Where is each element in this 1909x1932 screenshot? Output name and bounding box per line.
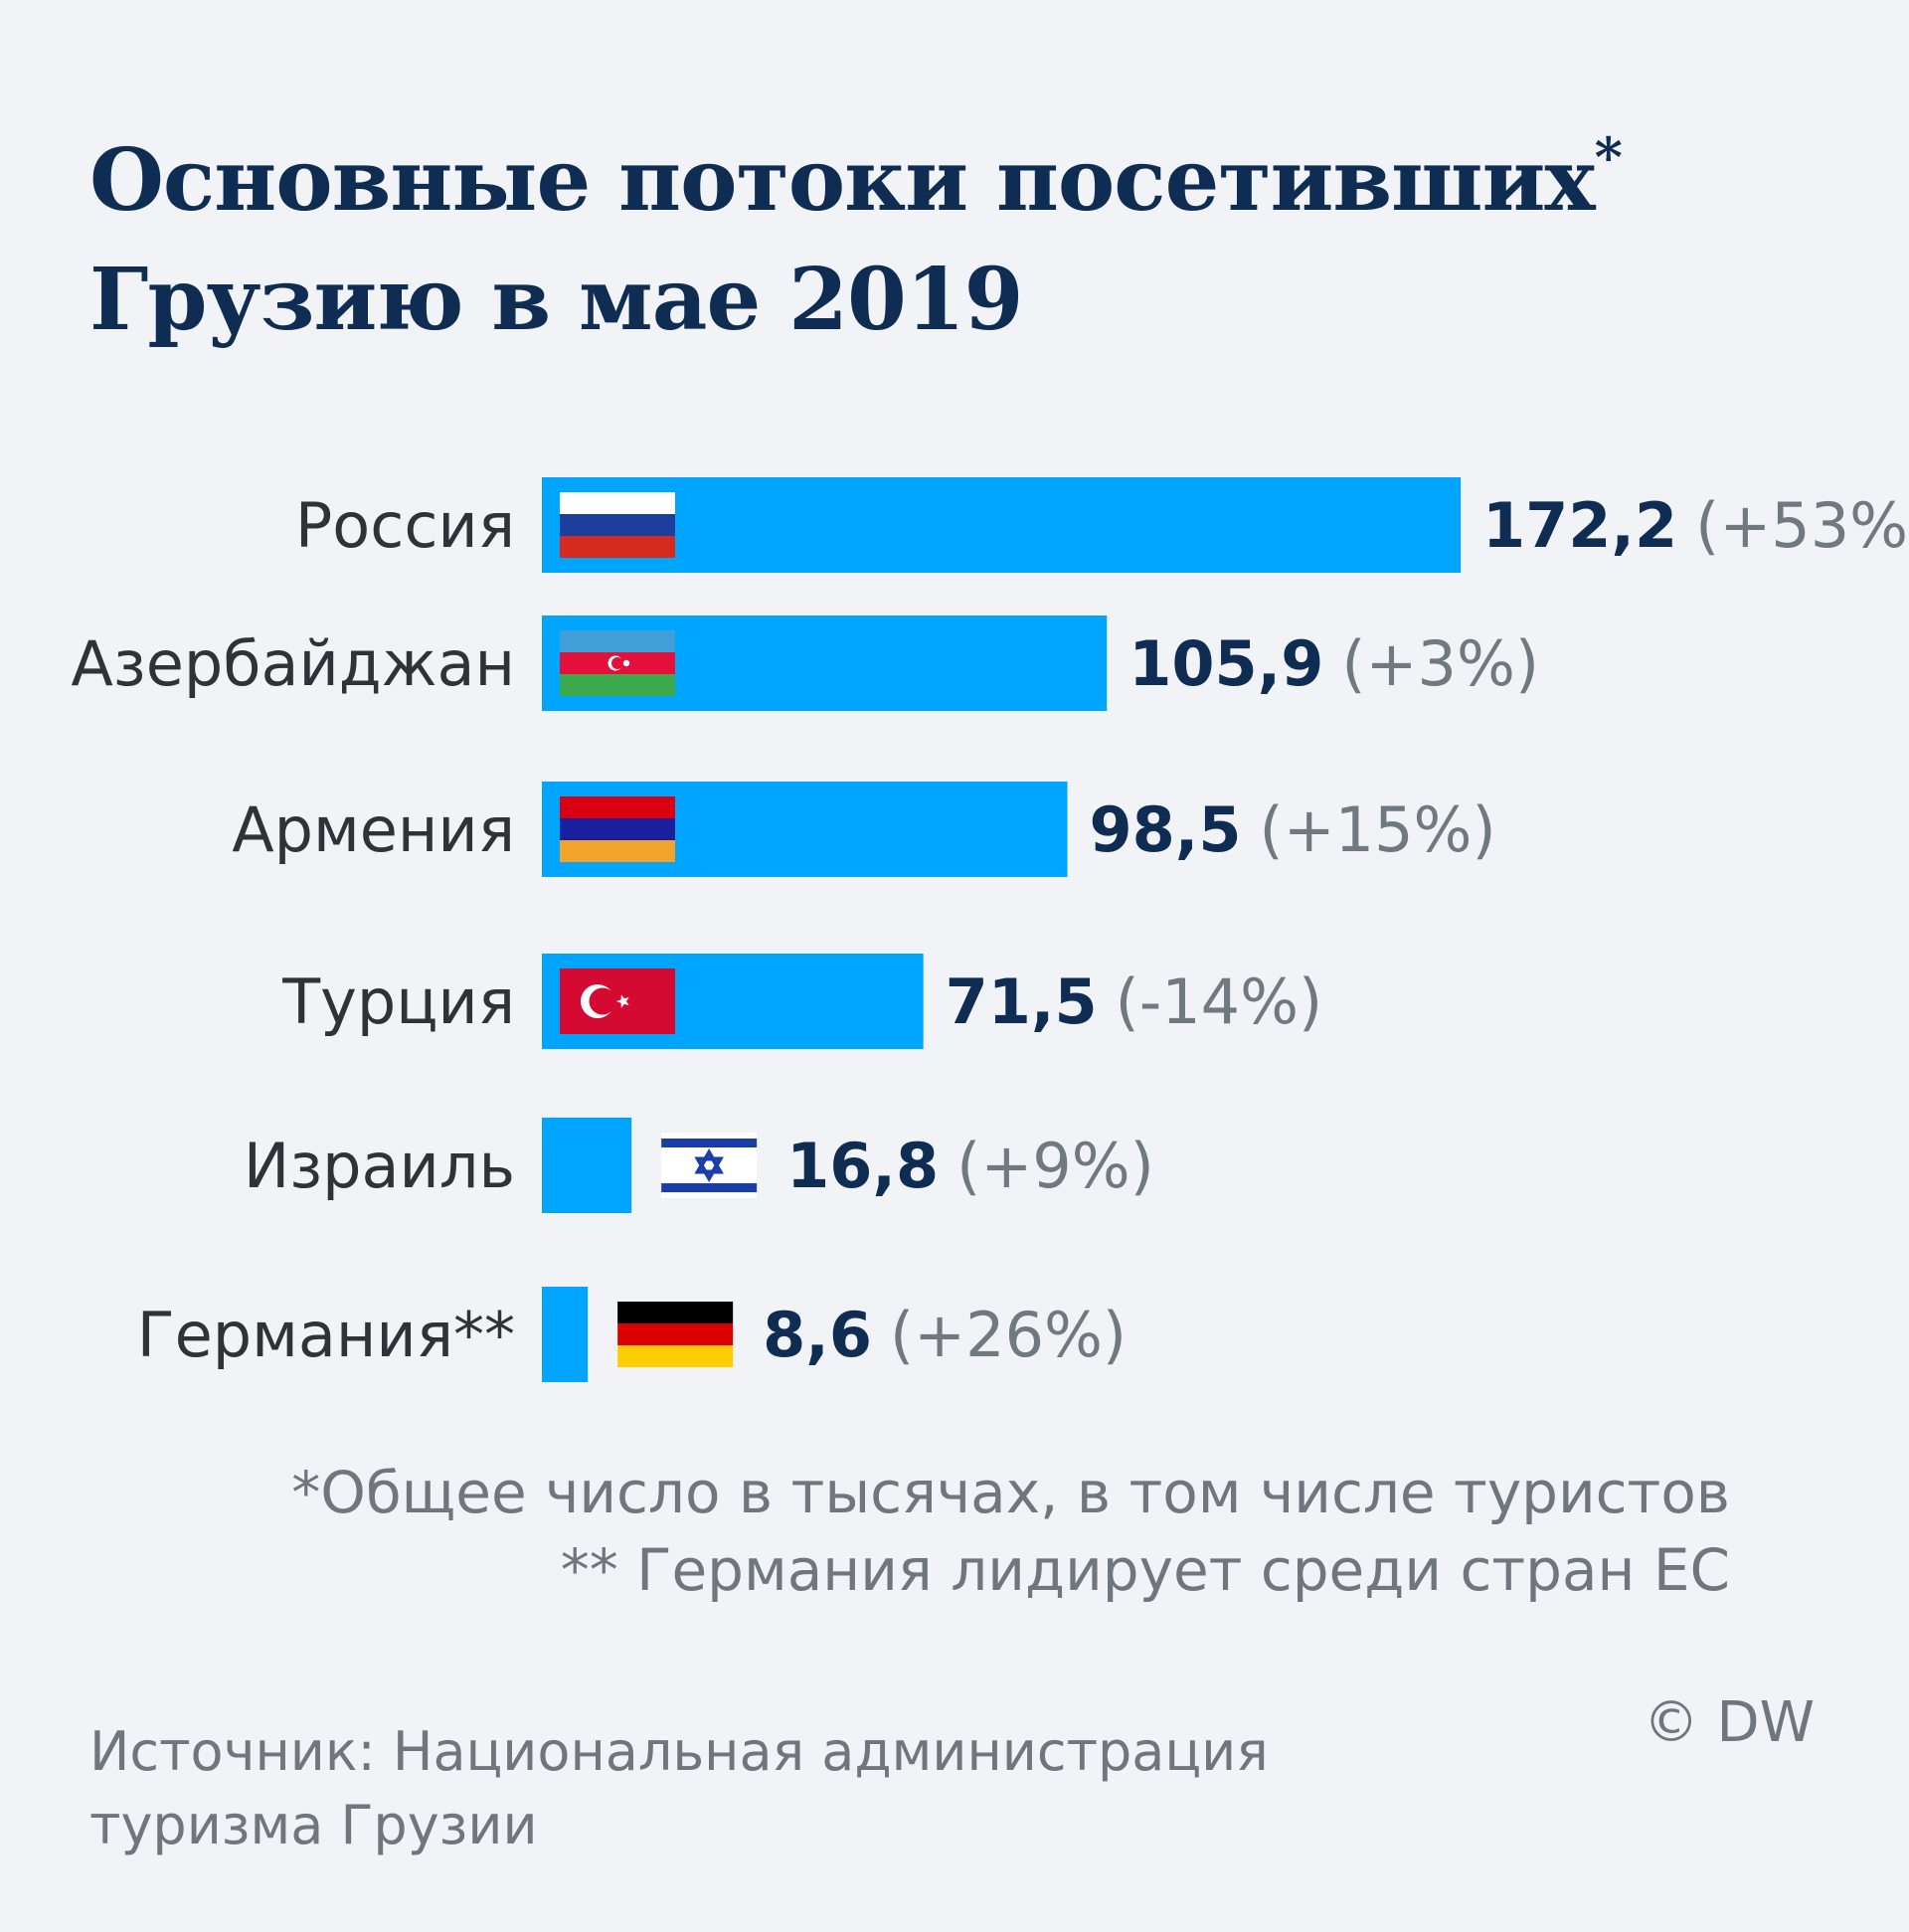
category-label: Россия <box>295 489 515 562</box>
title-line-2: Грузию в мае 2019 <box>89 250 1024 350</box>
category-label: Германия** <box>137 1299 515 1371</box>
title-line-1: Основные потоки посетивших* <box>89 125 1623 231</box>
category-label: Израиль <box>244 1130 515 1202</box>
israel-flag <box>661 1133 758 1198</box>
value-number: 71,5 <box>946 966 1098 1038</box>
value-number: 98,5 <box>1090 793 1242 866</box>
value-label: 98,5 (+15%) <box>1090 793 1496 866</box>
copyright: © DW <box>1643 1690 1815 1755</box>
source-line-2: туризма Грузии <box>89 1794 538 1856</box>
category-label: Турция <box>281 966 515 1038</box>
value-label: 8,6 (+26%) <box>763 1299 1127 1371</box>
value-number: 105,9 <box>1128 627 1323 700</box>
value-label: 172,2 (+53%) <box>1482 489 1909 562</box>
turkey-flag <box>560 968 675 1034</box>
source-note: Источник: Национальная администрация тур… <box>89 1715 1382 1862</box>
value-label: 71,5 (-14%) <box>946 966 1323 1038</box>
germany-flag <box>617 1302 734 1367</box>
category-label: Азербайджан <box>71 627 515 700</box>
bar <box>542 477 1461 573</box>
russia-flag <box>560 492 675 558</box>
change-label: (+15%) <box>1260 793 1496 866</box>
azerbaijan-flag <box>560 630 675 696</box>
change-label: (+53%) <box>1695 489 1909 562</box>
bar-chart: Россия 172,2 (+53%) Азербайджан 105,9 (+3%) Ар… <box>71 477 1909 1382</box>
bar <box>542 1287 589 1382</box>
change-label: (+9%) <box>956 1130 1154 1202</box>
value-number: 8,6 <box>763 1299 872 1371</box>
value-label: 105,9 (+3%) <box>1128 627 1539 700</box>
value-number: 172,2 <box>1482 489 1677 562</box>
category-label: Армения <box>232 793 515 866</box>
footnote-1: *Общее число в тысячах, в том числе тури… <box>291 1459 1730 1526</box>
footnote-2: ** Германия лидирует среди стран ЕС <box>560 1536 1730 1604</box>
value-label: 16,8 (+9%) <box>786 1130 1154 1202</box>
change-label: (-14%) <box>1116 966 1323 1038</box>
value-number: 16,8 <box>786 1130 939 1202</box>
title-footnote-mark: * <box>1594 125 1623 189</box>
change-label: (+3%) <box>1341 627 1539 700</box>
source-line-1: Источник: Национальная администрация <box>89 1720 1269 1783</box>
chart-title: Основные потоки посетивших* Грузию в мае… <box>89 97 1780 360</box>
footnotes: *Общее число в тысячах, в том числе тури… <box>291 1454 1730 1609</box>
bar <box>542 1118 632 1213</box>
change-label: (+26%) <box>890 1299 1127 1371</box>
armenia-flag <box>560 796 675 862</box>
